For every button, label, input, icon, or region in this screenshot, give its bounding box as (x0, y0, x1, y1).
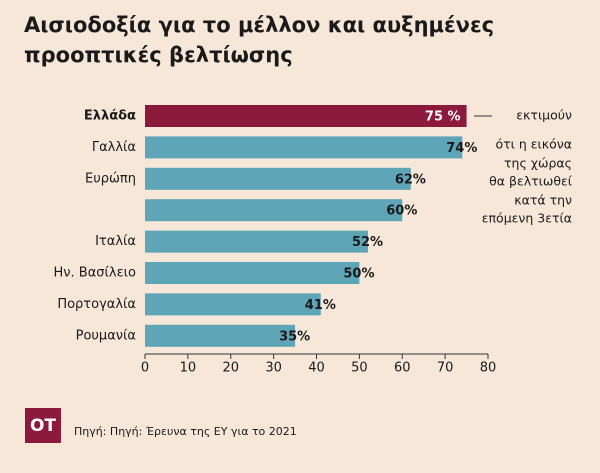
logo: ΟΤ (30, 416, 56, 436)
category-label: Ιταλία (95, 234, 136, 249)
bar (145, 167, 411, 190)
category-label: Γαλλία (92, 140, 136, 155)
value-label: 52% (352, 235, 383, 250)
chart-title: προοπτικές βελτίωσης (24, 43, 293, 67)
source: Πηγή: Πηγή: Έρευνα της ΕΥ για το 2021 (74, 425, 297, 438)
x-tick-label: 80 (480, 361, 497, 376)
x-tick-label: 10 (180, 361, 197, 376)
bar (145, 136, 463, 159)
bar (145, 262, 360, 284)
bar (145, 230, 368, 253)
x-tick-label: 60 (394, 361, 411, 376)
x-tick-label: 0 (141, 361, 149, 376)
value-label: 75 % (425, 110, 461, 125)
bar (145, 324, 296, 347)
logo-box (25, 408, 61, 443)
value-label: 35% (279, 329, 310, 344)
x-tick-label: 30 (265, 361, 282, 376)
x-tick-label: 40 (308, 361, 325, 376)
category-label: Ευρώπη (85, 171, 136, 186)
annotation: επόμενη 3ετία (482, 211, 572, 226)
value-label: 62% (395, 172, 426, 187)
annotation: εκτιμούν (516, 108, 572, 123)
annotation: θα βελτιωθεί (489, 174, 573, 189)
bar (145, 199, 403, 222)
category-label: Ρουμανία (76, 328, 136, 343)
bar (145, 293, 321, 316)
bar (145, 105, 467, 127)
annotation: κατά την (514, 193, 572, 208)
x-tick-label: 20 (222, 361, 239, 376)
category-label: Ην. Βασίλειο (53, 266, 136, 281)
value-label: 50% (343, 267, 374, 282)
value-label: 60% (386, 204, 417, 219)
x-tick-label: 70 (437, 361, 454, 376)
category-label: Ελλάδα (84, 109, 136, 124)
category-label: Πορτογαλία (57, 297, 136, 312)
value-label: 41% (305, 298, 336, 313)
chart-title: Αισιοδοξία για το μέλλον και αυξημένες (24, 13, 494, 37)
annotation: ότι η εικόνα (496, 137, 573, 152)
value-label: 74% (446, 141, 477, 156)
x-tick-label: 50 (351, 361, 368, 376)
annotation: της χώρας (504, 156, 572, 171)
